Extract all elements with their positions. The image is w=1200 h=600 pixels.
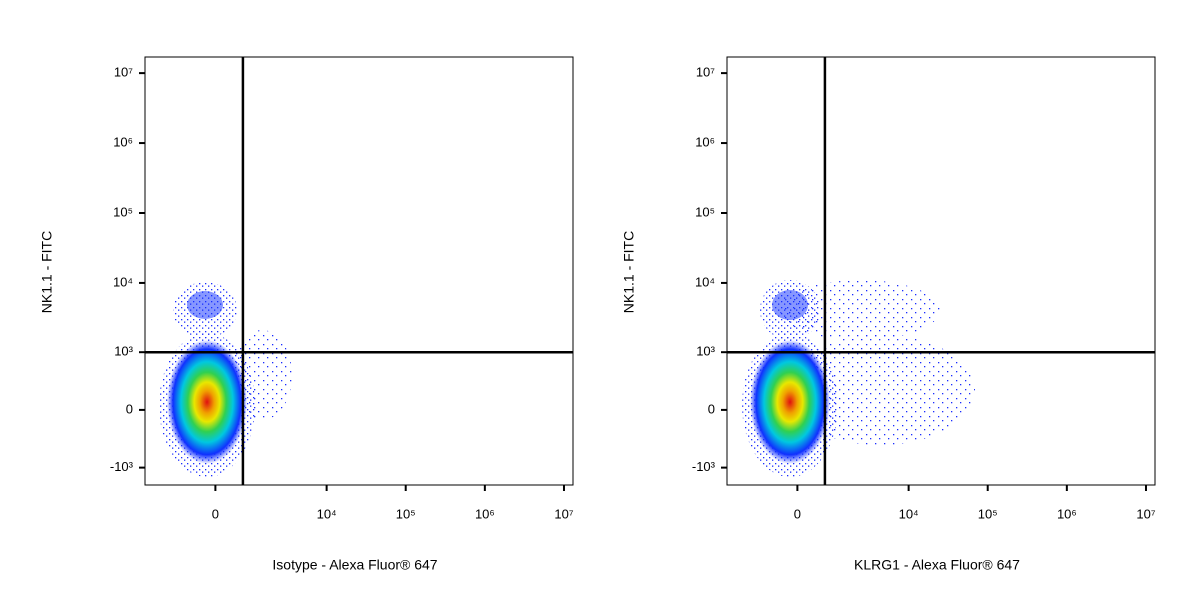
x-tick-label: 0: [212, 506, 219, 521]
x-tick-label: 10⁴: [317, 506, 337, 521]
y-tick-label: 10⁶: [695, 134, 715, 149]
y-tick-label: 10⁵: [113, 204, 133, 219]
y-tick-label: 10⁴: [695, 274, 715, 289]
y-tick-label: 10⁷: [114, 65, 133, 80]
x-axis-title: Isotype - Alexa Fluor® 647: [272, 557, 437, 573]
y-tick-label: -10³: [692, 459, 716, 474]
x-tick-label: 10⁴: [899, 506, 919, 521]
y-axis-title: NK1.1 - FITC: [621, 231, 637, 313]
y-tick-label: 10⁴: [113, 274, 133, 289]
y-tick-label: -10³: [110, 459, 134, 474]
x-tick-label: 10⁵: [978, 506, 998, 521]
y-tick-label: 10⁵: [695, 204, 715, 219]
plot-frame: [144, 56, 574, 486]
x-tick-label: 0: [794, 506, 801, 521]
x-tick-label: 10⁶: [475, 506, 495, 521]
cell-cloud: [159, 282, 292, 477]
cell-cloud: [742, 280, 975, 477]
x-axis-title: KLRG1 - Alexa Fluor® 647: [854, 557, 1020, 573]
x-tick-label: 10⁵: [396, 506, 416, 521]
x-tick-label: 10⁷: [1136, 506, 1155, 521]
x-tick-label: 10⁷: [554, 506, 573, 521]
y-tick-label: 0: [708, 401, 715, 416]
y-tick-label: 10⁶: [113, 134, 133, 149]
plot-frame: [726, 56, 1156, 486]
y-tick-label: 10³: [114, 344, 133, 359]
x-tick-label: 10⁶: [1057, 506, 1077, 521]
y-tick-label: 10⁷: [696, 65, 715, 80]
y-tick-label: 10³: [696, 344, 715, 359]
y-tick-label: 0: [126, 401, 133, 416]
y-axis-title: NK1.1 - FITC: [39, 231, 55, 313]
